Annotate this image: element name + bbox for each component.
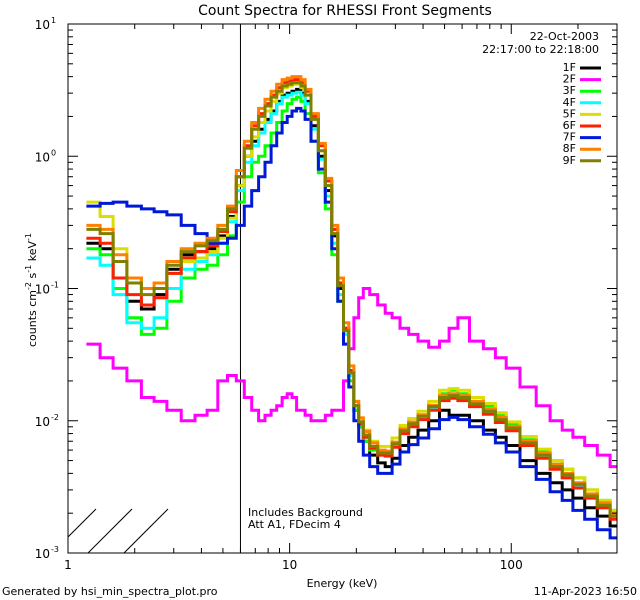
legend-label-7f: 7F: [563, 131, 576, 144]
background-hatch-region: [68, 508, 169, 553]
series-layer: [86, 75, 617, 540]
y-tick-label: 10: [35, 547, 50, 561]
series-line-2f: [86, 287, 617, 469]
time-range-label: 22:17:00 to 22:18:00: [482, 43, 599, 56]
footer-timestamp: 11-Apr-2023 16:50: [534, 585, 637, 598]
legend-label-2f: 2F: [563, 73, 576, 86]
y-tick-label-exponent: 0: [51, 148, 56, 157]
x-axis-label: Energy (keV): [307, 577, 378, 590]
y-tick-label: 10: [35, 283, 50, 297]
footer-generated: Generated by hsi_min_spectra_plot.pro: [2, 585, 218, 598]
hatch-line: [87, 508, 133, 553]
legend-label-5f: 5F: [563, 107, 576, 120]
legend-label-9f: 9F: [563, 154, 576, 167]
x-tick-label: 10: [282, 558, 297, 572]
annotation-background: Includes Background: [248, 506, 363, 519]
x-tick-label: 1: [64, 558, 72, 572]
y-tick-label-exponent: -2: [51, 413, 59, 422]
hatch-line: [123, 508, 169, 553]
legend-label-6f: 6F: [563, 119, 576, 132]
y-tick-label-exponent: -3: [51, 545, 59, 554]
y-tick-label: 10: [35, 150, 50, 164]
hatch-line: [68, 508, 97, 538]
legend-label-4f: 4F: [563, 96, 576, 109]
chart-title: Count Spectra for RHESSI Front Segments: [198, 3, 492, 19]
series-line-9f: [86, 81, 617, 518]
date-label: 22-Oct-2003: [530, 30, 599, 43]
y-tick-label-exponent: 1: [51, 16, 56, 25]
x-tick-label: 100: [500, 558, 523, 572]
y-tick-label: 10: [35, 18, 50, 32]
legend-label-3f: 3F: [563, 84, 576, 97]
y-tick-label: 10: [35, 415, 50, 429]
legend-label-1f: 1F: [563, 61, 576, 74]
y-tick-label-exponent: -1: [51, 281, 59, 290]
legend-label-8f: 8F: [563, 142, 576, 155]
annotation-attenuator: Att A1, FDecim 4: [248, 518, 341, 531]
y-axis-label: counts cm-2 s-1 keV-1: [24, 233, 39, 347]
